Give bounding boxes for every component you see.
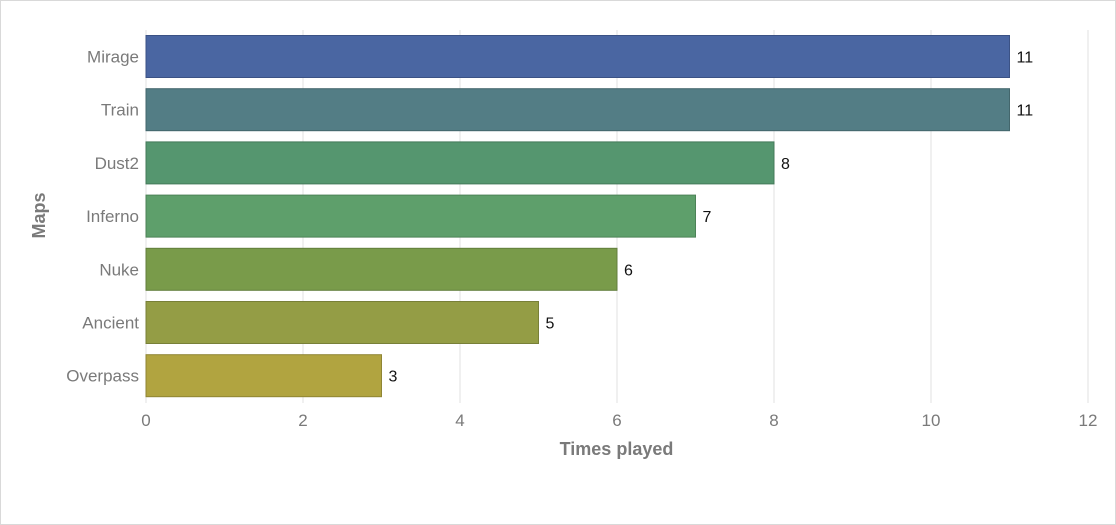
bar-mirage <box>145 35 1010 78</box>
category-label: Inferno <box>86 207 139 226</box>
value-labels: 11 11 8 7 6 5 3 <box>389 50 1034 386</box>
category-label: Train <box>101 101 139 120</box>
category-labels: Mirage Train Dust2 Inferno Nuke Ancient Overpa… <box>66 48 139 386</box>
bars <box>145 35 1010 398</box>
x-axis-title: Times played <box>560 439 674 459</box>
value-label: 3 <box>389 369 398 386</box>
x-tick-label: 2 <box>298 411 307 430</box>
bar-ancient <box>145 301 539 344</box>
category-label: Mirage <box>87 48 139 67</box>
category-label: Overpass <box>66 367 139 386</box>
bar-inferno <box>145 194 696 238</box>
value-label: 8 <box>781 156 790 173</box>
value-label: 5 <box>546 316 555 333</box>
value-label: 6 <box>624 262 633 279</box>
bar-dust2 <box>145 141 775 185</box>
bar-train <box>145 88 1010 132</box>
category-label: Nuke <box>99 260 139 279</box>
value-label: 7 <box>703 209 712 226</box>
x-tick-label: 6 <box>612 411 621 430</box>
category-label: Ancient <box>82 314 139 333</box>
value-label: 11 <box>1017 50 1034 67</box>
x-tick-label: 8 <box>769 411 778 430</box>
x-tick-label: 10 <box>922 411 941 430</box>
x-tick-label: 4 <box>455 411 464 430</box>
x-tick-label: 12 <box>1079 411 1098 430</box>
bar-nuke <box>145 247 618 291</box>
value-label: 11 <box>1017 103 1034 120</box>
x-tick-label: 0 <box>141 411 150 430</box>
bar-overpass <box>145 354 382 398</box>
category-label: Dust2 <box>95 154 139 173</box>
x-tick-labels: 0 2 4 6 8 10 12 <box>141 411 1097 430</box>
y-axis-title: Maps <box>29 192 49 238</box>
